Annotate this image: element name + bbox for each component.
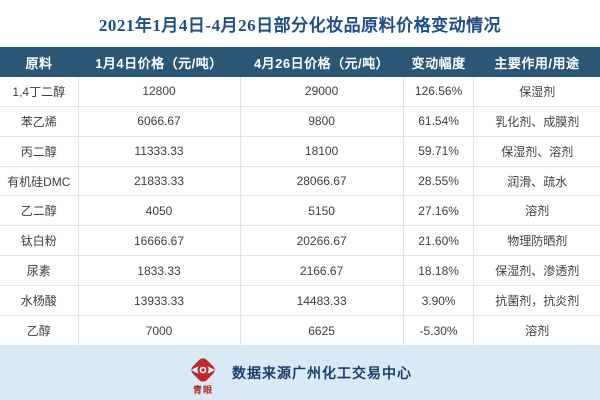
change-cell: 3.90% — [402, 285, 475, 317]
usage-cell: 润滑、疏水 — [473, 166, 600, 197]
material-cell: 乙二醇 — [0, 195, 79, 227]
logo-wordmark: 青眼 — [192, 384, 213, 395]
price-apr26-cell: 18100 — [239, 136, 404, 167]
usage-cell: 保湿剂 — [473, 77, 600, 107]
price-apr26-cell: 28066.67 — [239, 166, 404, 197]
material-cell: 1,4丁二醇 — [0, 77, 79, 107]
title-bar: 2021年1月4日-4月26日部分化妆品原料价格变动情况 — [0, 0, 600, 47]
change-cell: 21.60% — [402, 225, 475, 257]
price-apr26-cell: 5150 — [239, 195, 404, 227]
change-cell: 126.56% — [402, 77, 475, 107]
material-cell: 有机硅DMC — [0, 166, 79, 197]
column-header: 4月26日价格（元/吨） — [240, 47, 404, 77]
material-cell: 尿素 — [0, 255, 79, 287]
material-cell: 钛白粉 — [0, 225, 79, 257]
price-jan4-cell: 12800 — [77, 77, 241, 107]
change-cell: 59.71% — [402, 136, 475, 167]
table-row: 乙二醇 4050 5150 27.16% 溶剂 — [0, 195, 600, 227]
material-cell: 苯乙烯 — [0, 106, 79, 137]
table-row: 有机硅DMC 21833.33 28066.67 28.55% 润滑、疏水 — [0, 166, 600, 197]
material-cell: 丙二醇 — [0, 136, 79, 167]
page-title: 2021年1月4日-4月26日部分化妆品原料价格变动情况 — [98, 16, 502, 35]
usage-cell: 物理防晒剂 — [473, 225, 600, 257]
table-row: 1,4丁二醇 12800 29000 126.56% 保湿剂 — [0, 77, 600, 107]
column-header: 变动幅度 — [403, 47, 474, 77]
change-cell: 27.16% — [402, 195, 475, 227]
usage-cell: 保湿剂、渗透剂 — [473, 255, 600, 287]
price-apr26-cell: 20266.67 — [239, 225, 404, 257]
eye-logo-icon — [191, 357, 215, 382]
table-row: 尿素 1833.33 2166.67 18.18% 保湿剂、渗透剂 — [0, 255, 600, 287]
material-cell: 水杨酸 — [0, 285, 79, 317]
price-jan4-cell: 7000 — [77, 315, 241, 345]
change-cell: 28.55% — [402, 166, 475, 197]
price-jan4-cell: 16666.67 — [77, 225, 241, 257]
source-footer: 青眼 数据来源广州化工交易中心 — [0, 345, 600, 400]
data-source-text: 数据来源广州化工交易中心 — [232, 364, 412, 381]
table-row: 丙二醇 11333.33 18100 59.71% 保湿剂、溶剂 — [0, 136, 600, 167]
price-table: 原料 1月4日价格（元/吨） 4月26日价格（元/吨） 变动幅度 主要作用/用途 1,4… — [0, 47, 600, 345]
table-row: 乙醇 7000 6625 -5.30% 溶剂 — [0, 315, 600, 345]
price-apr26-cell: 14483.33 — [239, 285, 404, 317]
price-jan4-cell: 1833.33 — [77, 255, 241, 287]
table-row: 苯乙烯 6066.67 9800 61.54% 乳化剂、成膜剂 — [0, 106, 600, 137]
header-row: 原料 1月4日价格（元/吨） 4月26日价格（元/吨） 变动幅度 主要作用/用途 — [0, 47, 600, 77]
price-jan4-cell: 4050 — [77, 195, 241, 227]
change-cell: 18.18% — [402, 255, 475, 287]
usage-cell: 抗菌剂，抗炎剂 — [473, 285, 600, 317]
price-apr26-cell: 6625 — [239, 315, 404, 345]
table-row: 钛白粉 16666.67 20266.67 21.60% 物理防晒剂 — [0, 225, 600, 257]
price-jan4-cell: 11333.33 — [77, 136, 241, 167]
price-apr26-cell: 29000 — [239, 77, 404, 107]
qingyan-logo: 青眼 — [188, 355, 218, 395]
usage-cell: 溶剂 — [473, 315, 600, 345]
change-cell: -5.30% — [402, 315, 475, 345]
table-head: 原料 1月4日价格（元/吨） 4月26日价格（元/吨） 变动幅度 主要作用/用途 — [0, 47, 600, 77]
usage-cell: 溶剂 — [473, 195, 600, 227]
column-header: 主要作用/用途 — [473, 47, 600, 77]
column-header: 原料 — [0, 47, 78, 77]
price-jan4-cell: 21833.33 — [77, 166, 241, 197]
price-apr26-cell: 9800 — [239, 106, 404, 137]
price-table-wrap: 原料 1月4日价格（元/吨） 4月26日价格（元/吨） 变动幅度 主要作用/用途 1,4… — [0, 47, 600, 345]
table-body: 1,4丁二醇 12800 29000 126.56% 保湿剂 苯乙烯 6066.67 9800… — [0, 77, 600, 345]
price-apr26-cell: 2166.67 — [239, 255, 404, 287]
table-row: 水杨酸 13933.33 14483.33 3.90% 抗菌剂，抗炎剂 — [0, 285, 600, 317]
change-cell: 61.54% — [402, 106, 475, 137]
usage-cell: 乳化剂、成膜剂 — [473, 106, 600, 137]
material-cell: 乙醇 — [0, 315, 79, 345]
column-header: 1月4日价格（元/吨） — [78, 47, 240, 77]
price-jan4-cell: 13933.33 — [77, 285, 241, 317]
usage-cell: 保湿剂、溶剂 — [473, 136, 600, 167]
price-jan4-cell: 6066.67 — [77, 106, 241, 137]
